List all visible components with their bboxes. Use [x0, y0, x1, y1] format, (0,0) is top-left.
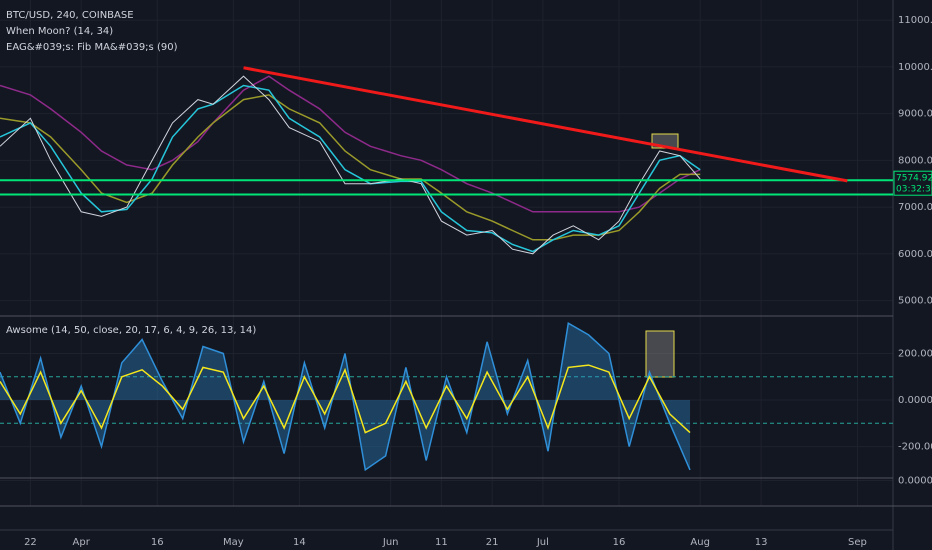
oscillator-legend: Awsome (14, 50, close, 20, 17, 6, 4, 9, … — [6, 325, 256, 336]
x-tick-label: Apr — [73, 537, 91, 548]
x-tick-label: 14 — [293, 537, 306, 548]
y-tick-label: 8000.00 — [898, 155, 932, 166]
x-tick-label: Jul — [536, 537, 549, 548]
x-tick-label: 16 — [613, 537, 626, 548]
y-tick-label: 0.0000 — [898, 395, 932, 406]
x-tick-label: 22 — [24, 537, 37, 548]
indicator-legend: EAG&#039;s: Fib MA&#039;s (90) — [6, 42, 178, 53]
x-tick-label: Aug — [690, 537, 710, 548]
y-tick-label: 10000.00 — [898, 62, 932, 73]
oscillator-area — [0, 323, 691, 470]
y-tick-label: 0.0000 — [898, 476, 932, 487]
x-tick-label: 13 — [755, 537, 768, 548]
x-tick-label: 11 — [435, 537, 448, 548]
series-line — [0, 75, 701, 213]
y-tick-label: -200.0000 — [898, 442, 932, 453]
countdown-label: 03:32:36 — [896, 185, 932, 195]
y-tick-label: 6000.00 — [898, 249, 932, 260]
y-tick-label: 7000.00 — [898, 202, 932, 213]
x-tick-label: 21 — [486, 537, 499, 548]
symbol-legend: BTC/USD, 240, COINBASE — [6, 10, 134, 21]
highlight-box — [645, 330, 675, 378]
x-tick-label: Sep — [848, 537, 867, 548]
y-tick-label: 9000.00 — [898, 109, 932, 120]
price-tag — [893, 170, 932, 196]
price-tag-label: 7574.92 — [896, 174, 932, 184]
x-tick-label: Jun — [382, 537, 399, 548]
y-tick-label: 200.0000 — [898, 348, 932, 359]
trendline — [243, 66, 848, 183]
y-tick-label: 11000.00 — [898, 15, 932, 26]
series-line — [0, 322, 691, 472]
indicator-legend: When Moon? (14, 34) — [6, 26, 113, 37]
series-line — [0, 364, 691, 434]
y-tick-label: 5000.00 — [898, 296, 932, 307]
series-line — [0, 75, 701, 255]
x-tick-label: May — [223, 537, 244, 548]
x-tick-label: 16 — [151, 537, 164, 548]
